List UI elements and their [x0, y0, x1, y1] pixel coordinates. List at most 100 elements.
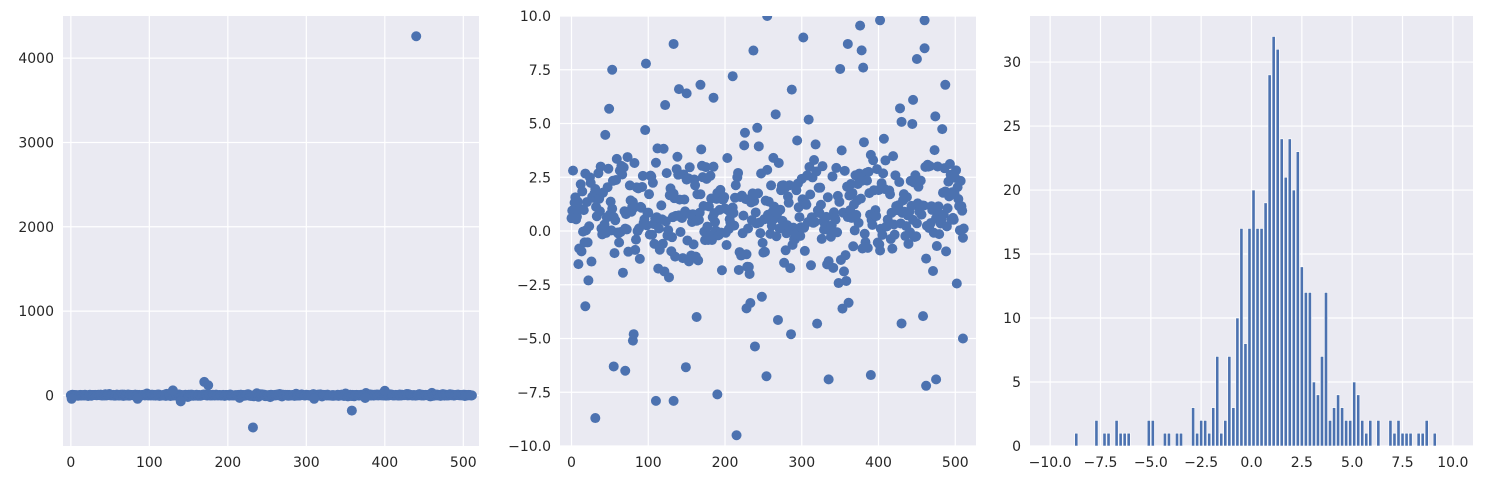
data-point	[929, 145, 940, 156]
x-tick-label: −10.0	[1029, 455, 1072, 471]
data-point	[928, 266, 939, 277]
data-point	[577, 186, 588, 197]
histogram-bar	[1219, 432, 1224, 447]
histogram-bar	[1251, 189, 1256, 447]
data-point	[948, 214, 959, 225]
data-point	[822, 192, 833, 203]
data-point	[759, 246, 770, 257]
histogram-bar	[1396, 420, 1401, 447]
data-point	[833, 278, 844, 289]
data-point	[849, 225, 860, 236]
histogram-bar	[1275, 48, 1280, 447]
data-point	[668, 38, 679, 49]
data-point	[775, 204, 786, 215]
histogram-bar	[1094, 420, 1099, 447]
data-point	[640, 125, 651, 136]
data-point	[762, 16, 773, 21]
data-point	[875, 245, 886, 256]
data-point	[877, 229, 888, 240]
histogram-bar	[1231, 407, 1236, 447]
data-point	[654, 223, 665, 234]
data-point	[571, 211, 582, 222]
data-point	[658, 143, 669, 154]
data-point	[629, 158, 640, 169]
data-point	[586, 256, 597, 267]
data-point	[693, 255, 704, 266]
data-point	[757, 237, 768, 248]
data-point	[919, 43, 930, 54]
histogram-bar	[1408, 432, 1413, 447]
data-point	[843, 297, 854, 308]
data-point	[247, 422, 258, 433]
histogram-bar	[1243, 343, 1248, 447]
data-point	[628, 329, 639, 340]
histogram-bar	[1255, 228, 1260, 447]
data-point	[862, 242, 873, 253]
data-point	[731, 430, 742, 441]
histogram-bar	[1235, 317, 1240, 447]
data-point	[762, 164, 773, 175]
data-point	[675, 226, 686, 237]
histogram-bar	[1163, 432, 1167, 447]
data-point	[937, 124, 948, 135]
data-point	[903, 238, 914, 249]
data-point	[838, 266, 849, 277]
data-point	[815, 182, 826, 193]
data-point	[583, 275, 594, 286]
y-tick-label: 10.0	[520, 9, 551, 25]
data-point	[712, 389, 723, 400]
histogram-bar	[1344, 420, 1349, 447]
y-tick-label: 3000	[18, 135, 54, 151]
histogram-bar	[1279, 138, 1284, 447]
data-point	[911, 54, 922, 64]
data-point	[695, 189, 706, 200]
histogram-bar	[1400, 432, 1405, 447]
histogram-bar	[1150, 420, 1155, 447]
data-point	[894, 177, 905, 188]
data-point	[941, 246, 952, 257]
data-point	[721, 240, 732, 251]
histogram-bar	[1146, 420, 1151, 447]
data-point	[668, 395, 679, 406]
data-point	[815, 199, 826, 210]
x-tick-label: 500	[942, 455, 969, 471]
data-point	[167, 385, 178, 396]
data-point	[634, 253, 645, 264]
data-point	[644, 189, 655, 200]
data-point	[663, 272, 674, 283]
data-point	[622, 152, 633, 163]
histogram-bar	[1416, 432, 1421, 447]
histogram-bar	[1388, 420, 1393, 447]
data-point	[700, 162, 711, 173]
histogram-bar	[1307, 292, 1312, 447]
x-tick-label: −2.5	[1184, 455, 1218, 471]
data-point	[887, 243, 898, 254]
scatter-full-range-axes: 0 100 200 300 400 500 0 1000 2000 3000 4000	[18, 16, 479, 471]
data-point	[752, 122, 763, 133]
data-point	[805, 260, 816, 271]
data-point	[944, 158, 955, 169]
data-point	[607, 64, 618, 75]
y-tick-label: 4000	[18, 51, 54, 67]
data-point	[951, 165, 962, 176]
data-point	[647, 177, 658, 188]
x-tick-label: 2.5	[1291, 455, 1313, 471]
data-point	[695, 79, 706, 90]
histogram-bar	[1114, 420, 1119, 447]
data-point	[889, 229, 900, 240]
y-tick-label: 15	[1003, 247, 1021, 263]
data-point	[688, 239, 699, 250]
data-point	[780, 245, 791, 256]
data-point	[750, 207, 761, 218]
histogram-bar	[1179, 432, 1183, 447]
data-point	[918, 311, 929, 322]
data-point	[603, 163, 614, 174]
y-tick-label: 25	[1003, 119, 1021, 135]
data-point	[921, 380, 932, 391]
data-point	[640, 58, 651, 69]
histogram-bar	[1356, 394, 1361, 447]
histogram-bar	[1364, 432, 1369, 447]
data-point	[832, 227, 843, 238]
data-point	[702, 221, 713, 232]
data-point	[680, 362, 691, 373]
